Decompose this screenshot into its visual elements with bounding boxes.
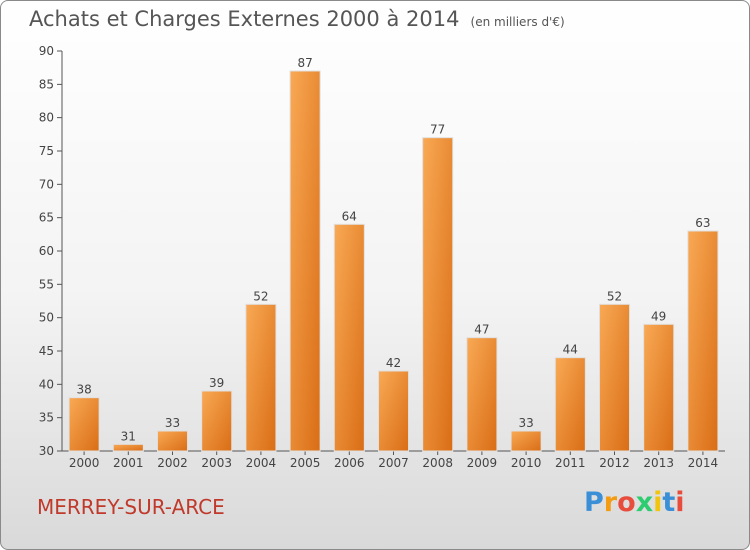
bar-2010 [510,430,542,452]
x-tick-label: 2006 [334,456,365,470]
data-label-2014: 63 [695,216,710,230]
bar-2006 [333,223,365,452]
data-label-2004: 52 [253,289,268,303]
bar-2002 [156,430,189,452]
data-label-2008: 77 [430,123,445,137]
x-tick-label: 2010 [511,456,542,470]
axes: 30 35 40 45 50 55 60 65 70 75 80 85 90 2000 2001 2002 20… [39,44,725,470]
x-tick-label: 2012 [599,456,630,470]
bar-2005 [289,70,321,452]
bar-2009 [466,337,498,452]
logo-letter: x [635,487,654,518]
logo-letter: o [617,487,636,518]
y-tick-label: 55 [39,277,54,291]
data-label-2013: 49 [651,309,666,323]
bar-2011 [554,357,586,452]
bar-2000 [68,397,100,452]
bar-2014 [687,230,719,452]
data-label-2003: 39 [209,376,224,390]
x-tick-label: 2001 [113,456,144,470]
x-tick-label: 2007 [378,456,409,470]
bar-2003 [201,390,233,452]
data-label-2007: 42 [386,356,401,370]
data-label-2012: 52 [607,289,622,303]
bar-2004 [245,303,277,452]
commune-name: MERREY-SUR-ARCE [37,495,225,519]
y-tick-label: 70 [39,177,54,191]
data-label-2009: 47 [474,323,489,337]
logo-letter: i [675,487,685,518]
bar-2001 [112,443,144,452]
x-tick-label: 2005 [290,456,321,470]
y-tick-label: 85 [39,77,54,91]
bars [68,70,719,452]
proxiti-logo[interactable]: Proxiti [584,487,685,518]
y-tick-label: 35 [39,411,54,425]
x-tick-label: 2011 [555,456,586,470]
data-label-2000: 38 [76,383,91,397]
data-label-2006: 64 [342,209,357,223]
x-tick-label: 2009 [467,456,498,470]
x-tick-label: 2002 [157,456,188,470]
data-label-2011: 44 [563,343,578,357]
y-tick-label: 65 [39,211,54,225]
data-label-2010: 33 [518,416,533,430]
y-tick-label: 75 [39,144,54,158]
data-labels: 38 31 33 39 52 87 64 42 77 47 33 44 52 49 63 [76,56,710,443]
x-tick-label: 2014 [688,456,719,470]
bar-2012 [598,303,631,452]
bar-2007 [377,370,410,452]
chart-title-unit: (en milliers d'€) [470,15,565,29]
logo-letter: r [603,487,618,518]
logo-letter: P [584,487,604,518]
y-tick-label: 90 [39,44,54,58]
data-label-2001: 31 [121,429,136,443]
x-tick-label: 2003 [201,456,232,470]
data-label-2002: 33 [165,416,180,430]
bar-2013 [643,323,675,452]
y-tick-label: 45 [39,344,54,358]
bar-2008 [422,137,454,452]
y-tick-label: 30 [39,444,54,458]
y-tick-label: 80 [39,111,54,125]
y-tick-label: 50 [39,311,54,325]
logo-letter: i [653,487,663,518]
x-tick-label: 2004 [246,456,277,470]
logo-letter: t [662,487,676,518]
x-tick-label: 2008 [422,456,453,470]
x-tick-label: 2000 [69,456,100,470]
chart-title: Achats et Charges Externes 2000 à 2014 (… [29,7,565,31]
data-label-2005: 87 [297,56,312,70]
y-tick-label: 60 [39,244,54,258]
y-tick-label: 40 [39,377,54,391]
x-tick-label: 2013 [643,456,674,470]
chart-title-main: Achats et Charges Externes 2000 à 2014 [29,7,460,31]
